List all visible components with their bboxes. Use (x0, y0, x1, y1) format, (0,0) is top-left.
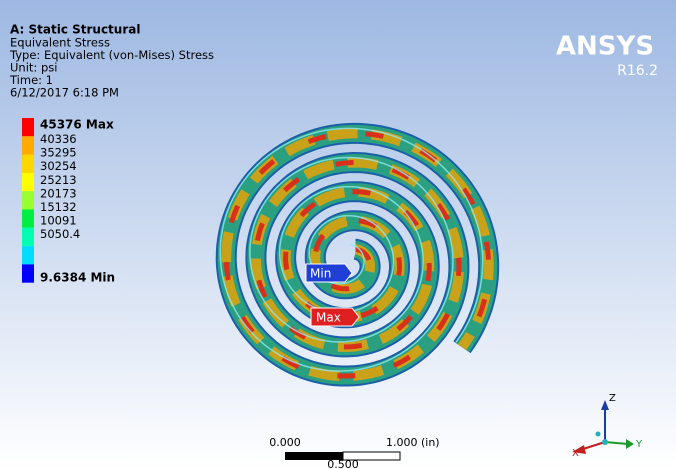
legend-band (22, 118, 34, 136)
min-probe: Min (306, 264, 352, 282)
legend-band (22, 155, 34, 173)
scale-right: 1.000 (in) (386, 436, 440, 449)
legend-min: 9.6384 Min (40, 271, 115, 285)
viewport: A: Static Structural Equivalent StressTy… (0, 0, 676, 469)
legend-max: 45376 Max (40, 118, 114, 132)
legend-band (22, 228, 34, 246)
legend-band (22, 136, 34, 154)
max-label: Max (316, 311, 341, 325)
legend-band (22, 173, 34, 191)
legend-band (22, 264, 34, 282)
brand-version: R16.2 (617, 63, 658, 79)
scale-left: 0.000 (269, 436, 301, 449)
axis-y: Y (635, 439, 643, 450)
legend-level: 35295 (40, 146, 77, 160)
axis-z: Z (609, 393, 616, 404)
legend-level: 20173 (40, 186, 77, 200)
axis-x: X (572, 448, 579, 459)
legend-band (22, 246, 34, 264)
legend-band (22, 210, 34, 228)
max-probe: Max (311, 308, 359, 326)
legend-level: 40336 (40, 132, 77, 146)
legend-band (22, 191, 34, 209)
legend-level: 5050.4 (40, 227, 80, 241)
header-line: 6/12/2017 6:18 PM (10, 86, 119, 100)
legend-level: 10091 (40, 214, 77, 228)
analysis-title: A: Static Structural (10, 23, 140, 37)
legend-level: 15132 (40, 200, 77, 214)
scale-middle: 0.500 (327, 458, 359, 469)
legend-level: 30254 (40, 159, 77, 173)
min-label: Min (310, 267, 331, 281)
brand-name: ANSYS (556, 32, 654, 62)
legend-level: 25213 (40, 173, 77, 187)
